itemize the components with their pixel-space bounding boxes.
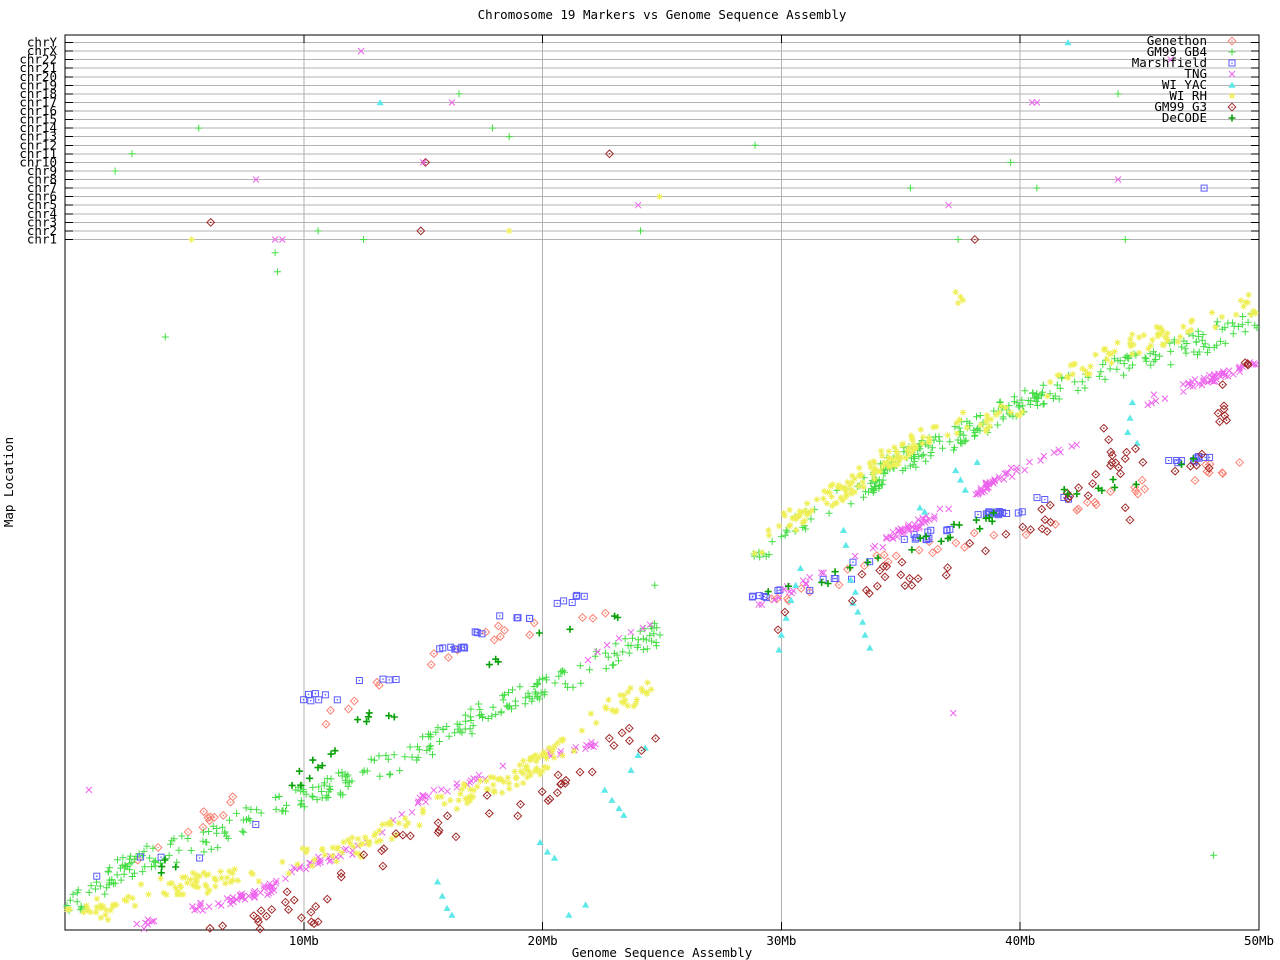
- x-tick-label-40mb: 40Mb: [1005, 933, 1035, 948]
- chart-title: Chromosome 19 Markers vs Genome Sequence…: [478, 7, 847, 22]
- chromosome-label-chrY: chrY: [27, 35, 58, 50]
- legend-symbol-decode: [1227, 113, 1237, 123]
- series-points-tng: [85, 358, 1260, 933]
- legend-label-decode: DeCODE: [1162, 110, 1207, 125]
- chromosome-label-chrX: chrX: [27, 43, 58, 58]
- legend-label-rh: WI RH: [1169, 88, 1207, 103]
- chromosome-label-chr14: chr14: [19, 120, 57, 135]
- legend-symbol-gb4: [1228, 48, 1236, 56]
- legend-symbol-genethon: [1227, 36, 1237, 46]
- x-tick-label-50mb: 50Mb: [1244, 933, 1274, 948]
- chromosome-label-chr11: chr11: [19, 146, 57, 161]
- chromosome-label-chr8: chr8: [27, 172, 57, 187]
- legend-label-genethon: Genethon: [1147, 33, 1207, 48]
- series-points-gb4: [63, 248, 1261, 915]
- chromosome-label-chr10: chr10: [19, 154, 57, 169]
- x-tick-label-30mb: 30Mb: [766, 933, 796, 948]
- series-points-yac: [433, 398, 1141, 918]
- chromosome-label-chr16: chr16: [19, 103, 57, 118]
- chromosome-label-chr9: chr9: [27, 163, 57, 178]
- chromosome-label-chr19: chr19: [19, 77, 57, 92]
- series-points-rh: [63, 288, 1260, 924]
- plot-border: [64, 34, 1260, 931]
- chromosome-label-chr21: chr21: [19, 60, 57, 75]
- chromosome-label-chr6: chr6: [27, 189, 57, 204]
- legend-label-tng: TNG: [1184, 66, 1207, 81]
- series-points-decode: [157, 454, 1198, 878]
- legend-label-marshfield: Marshfield: [1132, 55, 1207, 70]
- chromosome-label-chr20: chr20: [19, 69, 57, 84]
- series-points-marshfield: [93, 453, 1214, 880]
- chromosome-label-chr22: chr22: [19, 52, 57, 67]
- top-band-points: [111, 39, 1208, 244]
- chromosome-label-chr4: chr4: [27, 206, 57, 221]
- chromosome-label-chr12: chr12: [19, 137, 57, 152]
- legend-symbol-g3: [1227, 102, 1237, 112]
- chromosome-label-chr13: chr13: [19, 129, 57, 144]
- series-points-g3: [205, 358, 1253, 934]
- y-axis-label: Map Location: [1, 437, 16, 527]
- legend-symbol-rh: [1228, 92, 1236, 100]
- chromosome-label-chr18: chr18: [19, 86, 57, 101]
- x-tick-label-20mb: 20Mb: [528, 933, 558, 948]
- x-axis-label: Genome Sequence Assembly: [572, 945, 753, 960]
- legend-label-yac: WI YAC: [1162, 77, 1207, 92]
- legend-label-gb4: GM99 GB4: [1147, 44, 1207, 59]
- x-tick-label-10mb: 10Mb: [289, 933, 319, 948]
- chromosome-label-chr17: chr17: [19, 94, 57, 109]
- legend-symbol-yac: [1228, 81, 1236, 88]
- chromosome-label-chr7: chr7: [27, 180, 57, 195]
- chromosome-label-chr3: chr3: [27, 214, 57, 229]
- legend-symbol-tng: [1228, 70, 1236, 78]
- legend-symbol-marshfield: [1228, 59, 1236, 67]
- chromosome-label-chr15: chr15: [19, 112, 57, 127]
- chromosome-label-chr2: chr2: [27, 223, 57, 238]
- chromosome-label-chr5: chr5: [27, 197, 57, 212]
- legend-label-g3: GM99 G3: [1154, 99, 1207, 114]
- chromosome-label-chr1: chr1: [27, 231, 57, 246]
